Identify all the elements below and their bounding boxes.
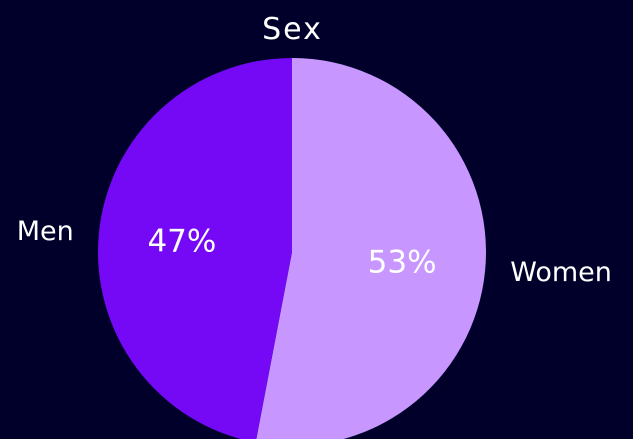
pie-labels: 53% Women 47% Men: [17, 216, 612, 288]
category-label-women: Women: [510, 257, 612, 288]
pie-slice-women: [256, 58, 486, 439]
pie-slice-men: [98, 58, 292, 439]
data-label-men: 47%: [147, 224, 216, 260]
pie-slices: [98, 58, 486, 439]
data-label-women: 53%: [368, 244, 437, 280]
chart-title: Sex: [262, 12, 323, 47]
category-label-men: Men: [17, 216, 74, 247]
